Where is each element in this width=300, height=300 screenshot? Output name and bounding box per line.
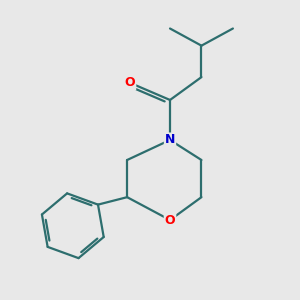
Text: O: O bbox=[165, 214, 175, 226]
Text: N: N bbox=[165, 134, 175, 146]
Text: O: O bbox=[125, 76, 135, 89]
